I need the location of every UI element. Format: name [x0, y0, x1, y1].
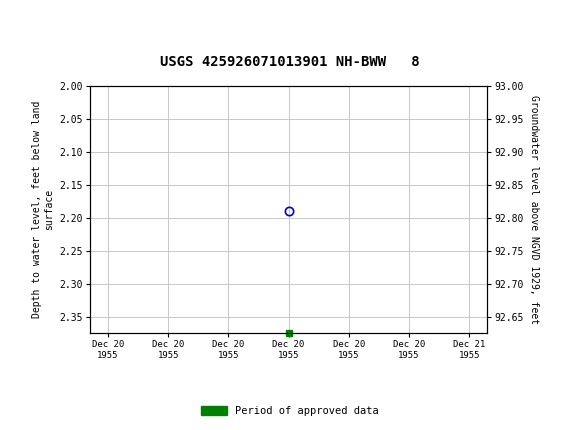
- Text: USGS 425926071013901 NH-BWW   8: USGS 425926071013901 NH-BWW 8: [160, 55, 420, 69]
- Legend: Period of approved data: Period of approved data: [197, 402, 383, 421]
- Y-axis label: Groundwater level above NGVD 1929, feet: Groundwater level above NGVD 1929, feet: [529, 95, 539, 324]
- Text: ≡USGS: ≡USGS: [7, 12, 67, 28]
- Y-axis label: Depth to water level, feet below land
surface: Depth to water level, feet below land su…: [32, 101, 54, 318]
